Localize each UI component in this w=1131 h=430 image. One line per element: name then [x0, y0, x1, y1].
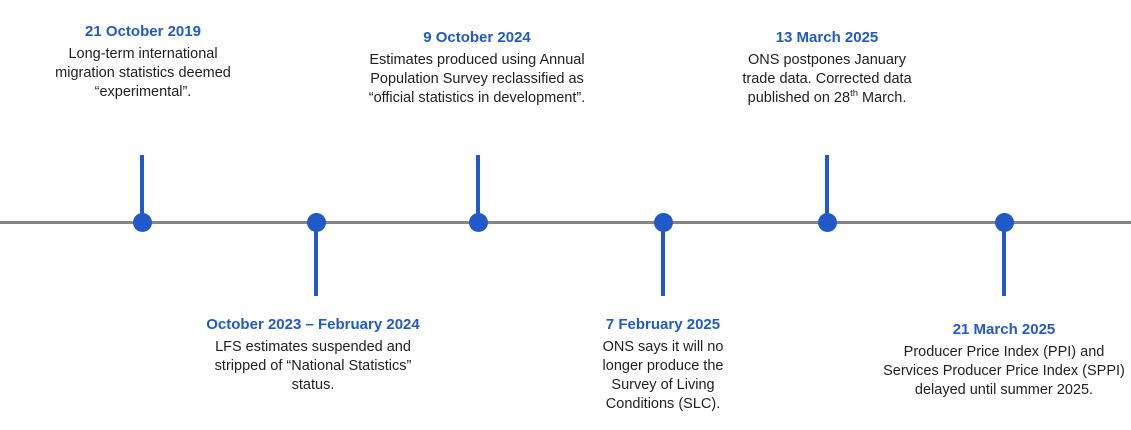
- event-marker-dot: [133, 213, 152, 232]
- event-date: 9 October 2024: [423, 29, 531, 46]
- event-card: 9 October 2024 Estimates produced using …: [327, 28, 627, 108]
- event-body-line: trade data. Corrected data: [742, 71, 912, 87]
- event-card: October 2023 – February 2024 LFS estimat…: [163, 315, 463, 395]
- event-body-line: longer produce the: [602, 358, 724, 374]
- event-date: October 2023 – February 2024: [206, 316, 420, 333]
- event-body-line: delayed until summer 2025.: [914, 382, 1094, 398]
- event-card: 21 March 2025 Producer Price Index (PPI)…: [854, 320, 1131, 400]
- event-body-line: Estimates produced using Annual: [369, 52, 585, 68]
- event-body-line: ONS says it will no: [602, 339, 724, 355]
- event-date: 21 March 2025: [952, 321, 1056, 338]
- event-body-line: Population Survey reclassified as: [370, 71, 584, 87]
- event-card: 21 October 2019 Long-term international …: [0, 22, 293, 102]
- event-body-line: ONS postpones January: [748, 52, 906, 68]
- ordinal-superscript: th: [850, 88, 858, 100]
- event-body-text: published on 28: [747, 90, 851, 106]
- event-body-line: “experimental”.: [94, 84, 192, 100]
- event-body-line: LFS estimates suspended and: [215, 339, 411, 355]
- event-marker-dot: [818, 213, 837, 232]
- event-stem: [314, 223, 318, 296]
- event-stem: [140, 155, 144, 223]
- event-marker-dot: [307, 213, 326, 232]
- event-body-line: stripped of “National Statistics”: [214, 358, 412, 374]
- event-body-line: Long-term international: [68, 46, 218, 62]
- event-date: 21 October 2019: [85, 23, 201, 40]
- timeline-axis: [0, 221, 1131, 224]
- event-marker-dot: [469, 213, 488, 232]
- event-body-line: Producer Price Index (PPI) and: [903, 344, 1105, 360]
- event-stem: [661, 223, 665, 296]
- event-date: 7 February 2025: [605, 316, 721, 333]
- event-body-line: Services Producer Price Index (SPPI): [883, 363, 1125, 379]
- event-body-line: status.: [291, 377, 335, 393]
- event-marker-dot: [995, 213, 1014, 232]
- event-stem: [1002, 223, 1006, 296]
- event-marker-dot: [654, 213, 673, 232]
- event-body-line: Survey of Living: [611, 377, 715, 393]
- event-stem: [825, 155, 829, 223]
- event-body-line: migration statistics deemed: [55, 65, 231, 81]
- event-body-line: “official statistics in development”.: [368, 90, 586, 106]
- event-body-line: Conditions (SLC).: [605, 396, 721, 412]
- event-stem: [476, 155, 480, 223]
- event-card: 13 March 2025 ONS postpones January trad…: [677, 28, 977, 108]
- event-body-text: March.: [858, 90, 907, 106]
- event-body-line: published on 28th March.: [677, 89, 977, 108]
- event-date: 13 March 2025: [775, 29, 879, 46]
- event-card: 7 February 2025 ONS says it will no long…: [513, 315, 813, 414]
